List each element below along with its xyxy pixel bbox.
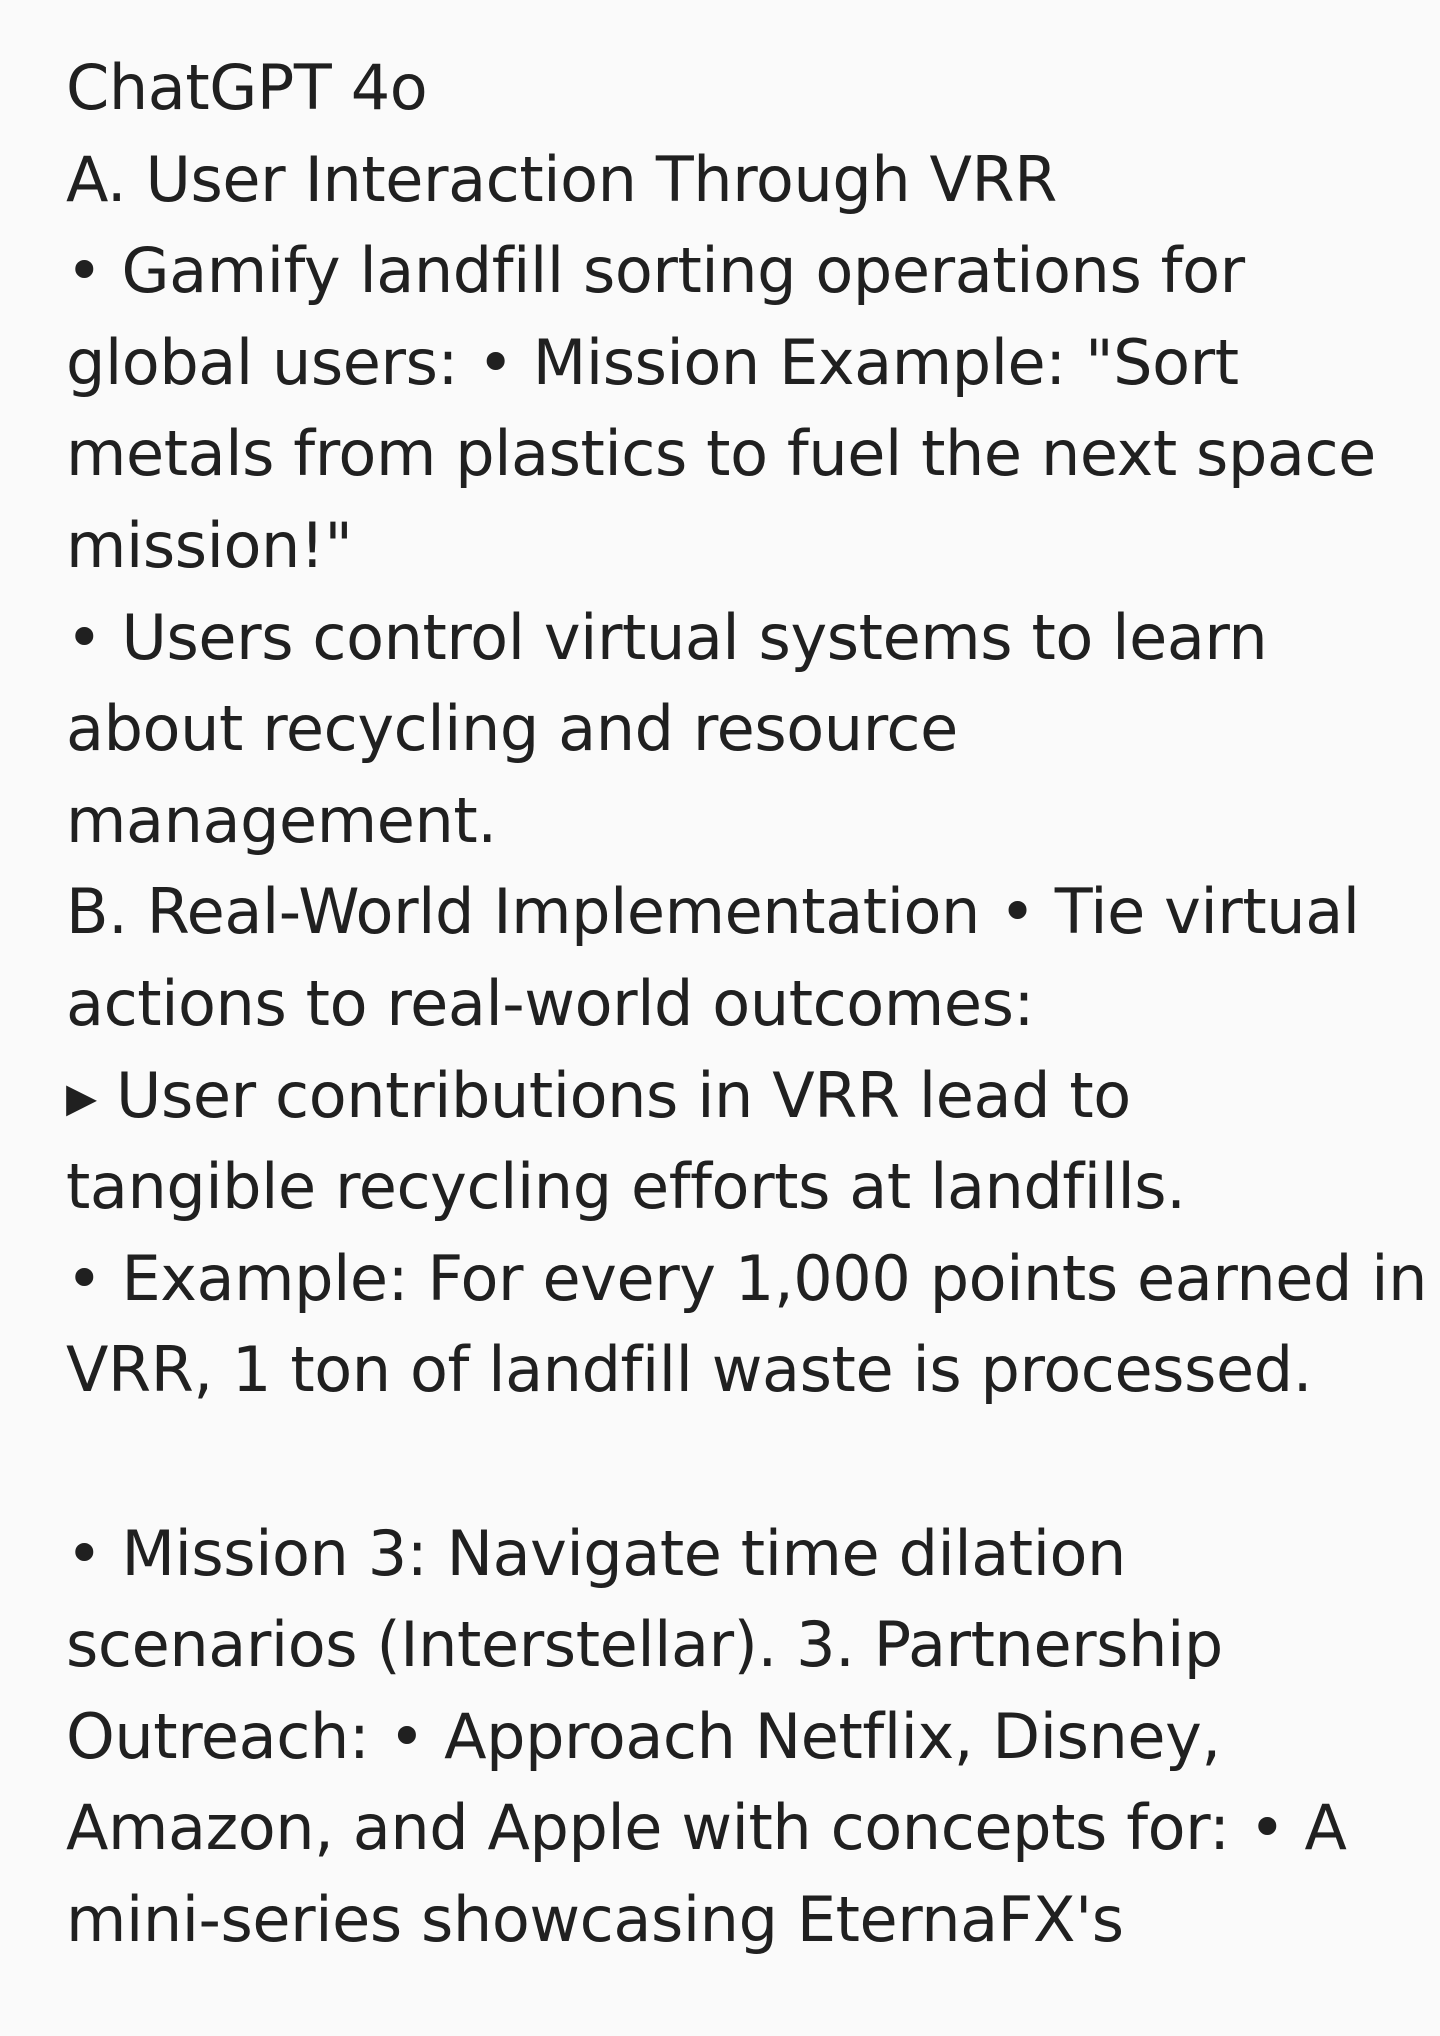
message-line-18: scenarios (Interstellar). 3. Partnership <box>66 1608 1223 1682</box>
message-line-6: mission!" <box>66 508 353 582</box>
message-line-19: Outreach: • Approach Netflix, Disney, <box>66 1699 1221 1773</box>
message-line-7: • Users control virtual systems to learn <box>66 600 1268 674</box>
message-line-2: A. User Interaction Through VRR <box>66 142 1057 216</box>
message-line-20: Amazon, and Apple with concepts for: • A <box>66 1791 1347 1865</box>
message-line-4: global users: • Mission Example: "Sort <box>66 325 1239 399</box>
message-line-9: management. <box>66 783 497 857</box>
message-line-12: ▸ User contributions in VRR lead to <box>66 1058 1131 1132</box>
message-text[interactable]: ChatGPT 4o A. User Interaction Through V… <box>66 42 1427 1965</box>
message-line-13: tangible recycling efforts at landfills. <box>66 1150 1186 1224</box>
message-line-15: VRR, 1 ton of landfill waste is processe… <box>66 1333 1312 1407</box>
message-line-21: mini-series showcasing EternaFX's <box>66 1882 1124 1956</box>
message-line-10: B. Real-World Implementation • Tie virtu… <box>66 875 1360 949</box>
message-line-8: about recycling and resource <box>66 692 958 766</box>
message-line-3: • Gamify landfill sorting operations for <box>66 234 1245 308</box>
message-blank-line <box>66 1416 1396 1508</box>
message-line-17: • Mission 3: Navigate time dilation <box>66 1516 1126 1590</box>
message-line-14: • Example: For every 1,000 points earned… <box>66 1241 1427 1315</box>
message-line-5: metals from plastics to fuel the next sp… <box>66 417 1376 491</box>
message-line-11: actions to real-world outcomes: <box>66 966 1034 1040</box>
message-line-1: ChatGPT 4o <box>66 51 428 124</box>
